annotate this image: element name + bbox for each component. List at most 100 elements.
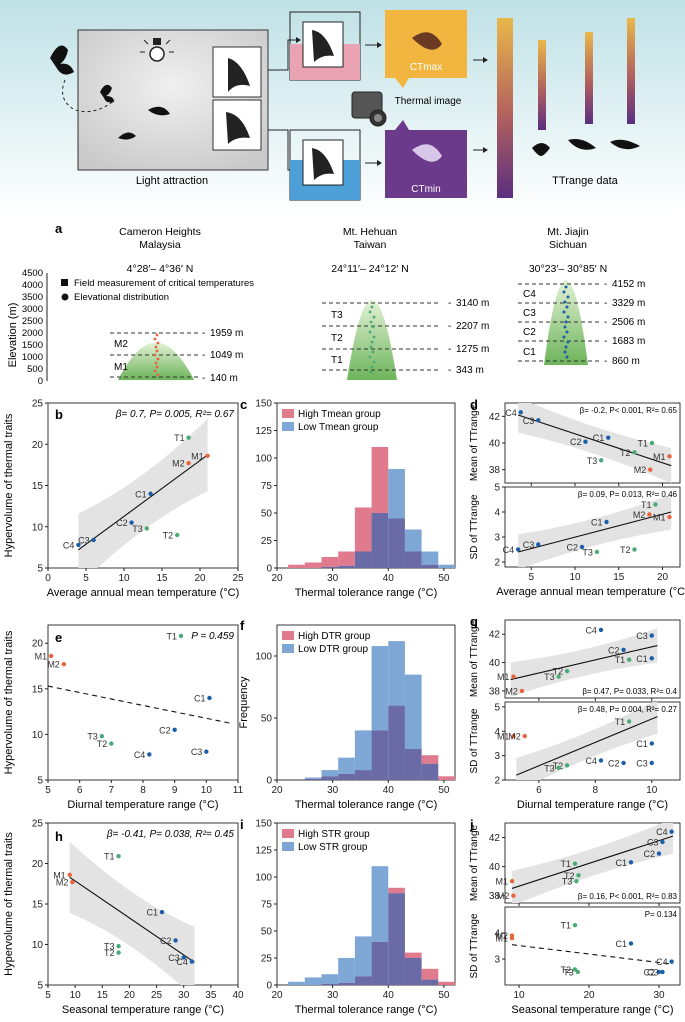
data-point	[205, 453, 210, 458]
point-label: C3	[523, 416, 535, 426]
thermal-camera-icon	[351, 91, 387, 127]
point-label: C4	[585, 625, 597, 635]
y-axis-label: Hypervolume of thermal traits	[3, 413, 15, 557]
data-point	[572, 923, 578, 928]
point-label: C1	[135, 489, 147, 499]
regression-line	[47, 685, 232, 725]
panel-letter: d	[470, 397, 478, 412]
point-label: T3	[587, 456, 598, 466]
point-label: T1	[166, 631, 177, 641]
x-tick-label: 5	[83, 573, 89, 584]
data-point	[519, 688, 525, 694]
y-tick-label: 10	[32, 940, 44, 951]
data-point	[649, 656, 654, 661]
histogram-bar-low	[388, 641, 405, 706]
y-tick-label: 25	[261, 954, 273, 965]
x-tick-label: 15	[613, 572, 625, 583]
point-label: M1	[497, 672, 510, 682]
stat-annotation: β= 0.48, P= 0.004, R²= 0.27	[578, 705, 678, 714]
histogram-bar-overlap	[354, 770, 372, 780]
data-point	[660, 969, 665, 975]
data-point	[207, 695, 212, 701]
confidence-band	[78, 418, 208, 568]
y-tick-label: 75	[261, 900, 273, 911]
panel-letter: i	[240, 817, 244, 832]
legend-label-high: High STR group	[298, 829, 370, 840]
point-label: T2	[163, 531, 174, 541]
svg-text:-: -	[448, 321, 451, 332]
point-label: T1	[615, 655, 626, 665]
elevation-label: 2506 m	[612, 317, 645, 328]
band-label: M2	[114, 339, 128, 350]
histogram-bar-overlap	[404, 958, 422, 985]
x-tick-label: 10	[569, 572, 581, 583]
data-point	[579, 544, 585, 550]
point-label: T3	[563, 968, 574, 978]
y-tick-label: 10	[32, 522, 44, 533]
point-label: C1	[615, 858, 627, 868]
data-point	[594, 549, 600, 555]
histogram-bar-high	[404, 952, 422, 958]
point-label: T1	[104, 852, 115, 862]
y-tick-label: 20	[32, 639, 44, 650]
histogram-bar-overlap	[371, 941, 389, 985]
x-axis-label: Seasonal temperature range (°C)	[62, 1004, 224, 1016]
data-point	[129, 520, 134, 525]
data-point	[159, 909, 165, 915]
x-axis-label: Average annual mean temperature (°C)	[47, 587, 240, 599]
point-label: T3	[87, 732, 98, 742]
elevation-label: 1959 m	[210, 328, 243, 339]
y-tick-label: 4	[494, 727, 500, 738]
x-tick-label: 10	[513, 990, 525, 1001]
point-label: M2	[47, 660, 60, 670]
point-label: C4	[656, 957, 668, 967]
y-tick-label: 5	[494, 483, 500, 494]
histogram-bar-high	[354, 507, 372, 552]
data-point	[148, 491, 153, 496]
y-tick: 500	[27, 364, 43, 375]
band-label: T2	[331, 333, 343, 344]
data-point	[522, 733, 527, 739]
panel-b-scatter: 0 5 10 15 20 25510152025T1M1M2C1C2T3T2C3C4bAv…	[3, 399, 244, 600]
panel-letter: c	[240, 397, 247, 412]
x-tick-label: 15	[97, 990, 109, 1001]
y-tick-label: 20	[32, 440, 44, 451]
x-tick-label: 30	[178, 990, 190, 1001]
stat-annotation: β= 0.47, P= 0.033, R²= 0.4	[582, 687, 677, 696]
ttrange-data-label: TTrange data	[552, 175, 619, 187]
data-point	[653, 502, 658, 507]
x-tick-label: 7	[109, 785, 115, 796]
x-axis-label: Diurnal temperature range (°C)	[67, 799, 218, 811]
point-label: M1	[653, 452, 666, 462]
site-region: Malaysia	[139, 239, 181, 251]
histogram-bar-overlap	[388, 893, 405, 985]
y-axis-label: Mean of TTrange	[469, 404, 480, 481]
x-tick-label: 30	[327, 785, 339, 796]
histogram-bar-overlap	[404, 551, 422, 568]
histogram-bar-low	[438, 564, 455, 568]
y-tick-label: 42	[489, 833, 501, 844]
x-tick-label: 5	[45, 785, 51, 796]
x-tick-label: 10	[70, 990, 82, 1001]
regression-line	[511, 835, 674, 889]
data-point	[621, 760, 626, 766]
point-label: C1	[593, 433, 605, 443]
stat-annotation: β= -0.2, P< 0.001, R²= 0.65	[580, 406, 678, 415]
data-point	[606, 435, 611, 440]
data-point	[511, 893, 516, 898]
histogram-bar-high	[321, 557, 339, 567]
svg-text:-: -	[202, 373, 205, 384]
point-label: T1	[560, 859, 571, 869]
histogram-bar-high	[388, 887, 405, 894]
moth-icon	[50, 45, 74, 75]
point-label: C4	[176, 957, 188, 967]
ctmax-label: CTmax	[410, 62, 442, 73]
data-point	[147, 752, 152, 757]
point-label: T3	[582, 548, 593, 558]
site-name: Mt. Jiajin	[547, 226, 589, 238]
y-tick-label: 10	[32, 730, 44, 741]
y-tick: 4500	[22, 268, 43, 279]
y-tick: 3000	[22, 304, 43, 315]
x-tick-label: 6	[77, 785, 83, 796]
x-tick-label: 30	[327, 990, 339, 1001]
